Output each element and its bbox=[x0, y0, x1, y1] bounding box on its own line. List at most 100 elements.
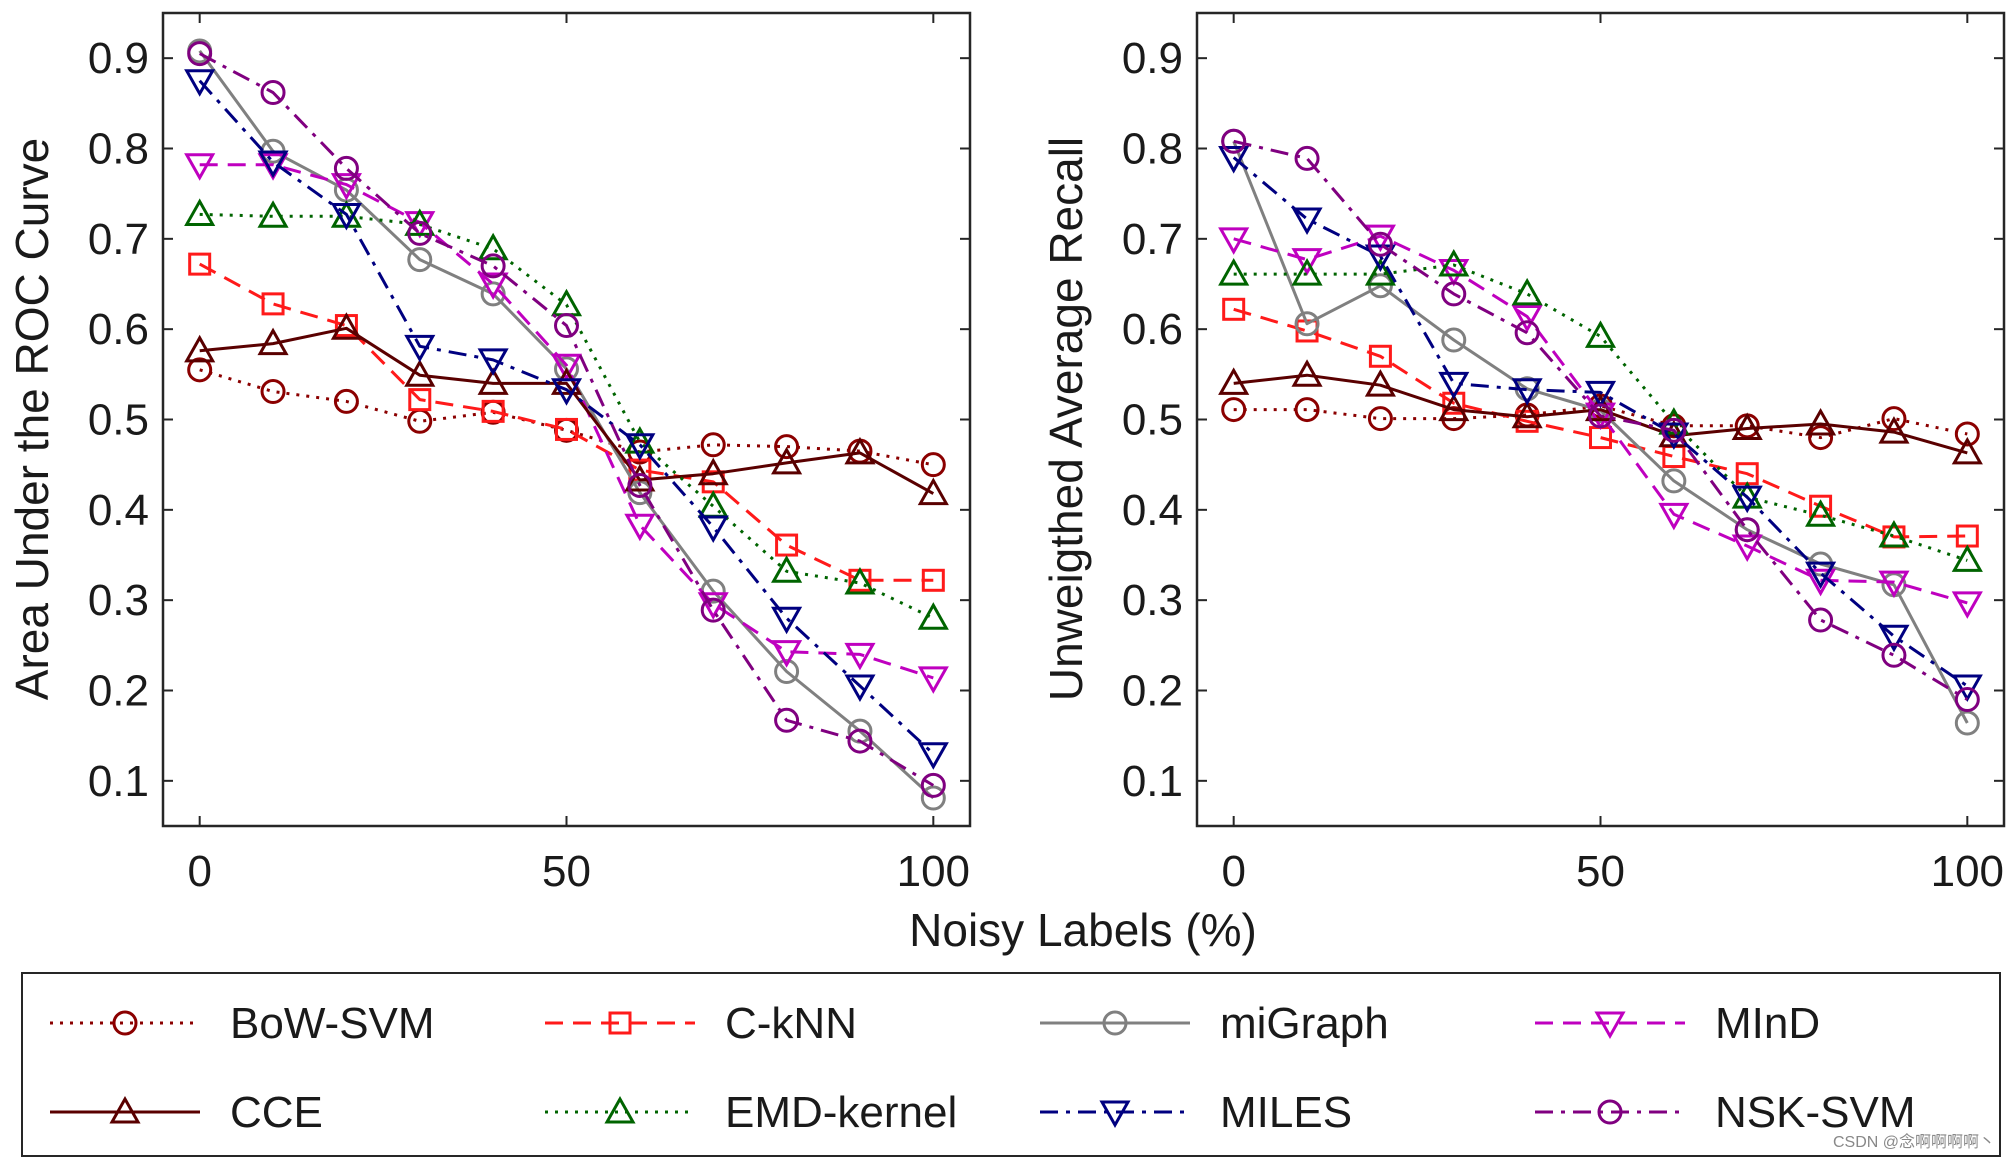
left-point-nsk-svm bbox=[407, 220, 433, 246]
right-point-miles bbox=[1731, 485, 1763, 514]
left-y-tick-label: 0.2 bbox=[88, 667, 149, 716]
legend-marker-emd-kernel bbox=[604, 1095, 636, 1124]
right-point-cce bbox=[1731, 412, 1763, 441]
left-point-miles bbox=[477, 348, 509, 376]
left-y-tick-label: 0.9 bbox=[88, 34, 149, 83]
right-point-nsk-svm bbox=[1881, 642, 1907, 668]
left-series-layer bbox=[184, 38, 949, 811]
right-x-tick-label: 100 bbox=[1931, 847, 2004, 896]
legend-marker-nsk-svm bbox=[1597, 1099, 1623, 1125]
right-series-line-bow-svm bbox=[1233, 404, 1968, 440]
legend-label-nsk-svm: NSK-SVM bbox=[1715, 1088, 1915, 1137]
right-point-c-knn bbox=[1809, 494, 1833, 518]
right-point-nsk-svm bbox=[1808, 607, 1834, 633]
left-y-tick-label: 0.7 bbox=[88, 215, 149, 264]
right-point-cce bbox=[1878, 416, 1910, 444]
left-point-nsk-svm bbox=[187, 41, 213, 67]
left-x-tick-label: 0 bbox=[187, 847, 211, 896]
right-point-cce bbox=[1218, 367, 1250, 395]
right-point-mind bbox=[1951, 591, 1983, 619]
left-point-nsk-svm bbox=[627, 472, 653, 498]
left-point-miles bbox=[697, 515, 729, 544]
right-y-tick-label: 0.7 bbox=[1122, 215, 1183, 264]
right-x-tick-label: 50 bbox=[1576, 847, 1625, 896]
left-point-cce bbox=[697, 457, 729, 486]
left-point-emd-kernel bbox=[184, 198, 216, 226]
left-point-c-knn bbox=[261, 292, 285, 316]
right-point-cce bbox=[1511, 400, 1543, 429]
right-point-miles bbox=[1364, 244, 1396, 273]
right-point-emd-kernel bbox=[1805, 499, 1837, 527]
right-point-miles bbox=[1511, 378, 1543, 406]
legend-items: BoW-SVM C-kNN miGraph MInD CCE EMD-kernel MILE… bbox=[50, 999, 1915, 1137]
left-point-nsk-svm bbox=[554, 313, 579, 339]
right-point-mind bbox=[1438, 258, 1470, 287]
left-point-miles bbox=[257, 150, 289, 179]
left-point-nsk-svm bbox=[480, 253, 506, 279]
right-point-miles bbox=[1805, 561, 1837, 590]
left-y-tick-label: 0.1 bbox=[88, 757, 149, 806]
left-series-line-miles bbox=[198, 79, 935, 755]
left-plot-panel: 0 50 100 0.1 0.2 0.3 0.4 0.5 0.6 0.7 0.8 0.9 Area U… bbox=[6, 11, 972, 896]
left-point-cce bbox=[257, 327, 289, 356]
legend-label-emd-kernel: EMD-kernel bbox=[725, 1088, 957, 1137]
left-point-cce bbox=[771, 446, 803, 475]
right-y-tick-label: 0.4 bbox=[1122, 486, 1183, 535]
right-point-mind bbox=[1291, 248, 1323, 276]
legend-label-miles: MILES bbox=[1220, 1088, 1352, 1137]
right-series-line-nsk-svm bbox=[1233, 139, 1969, 701]
right-point-cce bbox=[1438, 393, 1470, 422]
legend-box bbox=[21, 972, 2001, 1157]
right-y-tick-label: 0.8 bbox=[1122, 125, 1183, 174]
left-point-miles bbox=[330, 202, 362, 231]
legend-marker-cce bbox=[109, 1095, 141, 1124]
left-point-miles bbox=[404, 334, 436, 363]
right-point-bow-svm bbox=[1954, 421, 1980, 447]
left-point-miles bbox=[917, 742, 949, 770]
right-series-line-emd-kernel bbox=[1233, 263, 1968, 562]
right-plot-panel: 0 50 100 0.1 0.2 0.3 0.4 0.5 0.6 0.7 0.8 0.9 Unweig… bbox=[1040, 11, 2006, 896]
right-point-emd-kernel bbox=[1218, 258, 1250, 286]
right-point-emd-kernel bbox=[1364, 258, 1396, 286]
left-series-line-c-knn bbox=[198, 262, 934, 582]
right-series-line-mind bbox=[1233, 234, 1968, 605]
left-point-migraph bbox=[774, 659, 800, 685]
right-y-tick-label: 0.5 bbox=[1122, 396, 1183, 445]
right-point-nsk-svm bbox=[1514, 320, 1540, 346]
left-point-cce bbox=[844, 436, 876, 465]
right-point-c-knn bbox=[1222, 297, 1246, 321]
left-point-bow-svm bbox=[700, 432, 726, 458]
left-series-line-migraph bbox=[198, 50, 935, 800]
left-point-cce bbox=[404, 359, 436, 387]
right-point-nsk-svm bbox=[1221, 128, 1247, 154]
left-point-emd-kernel bbox=[917, 602, 949, 630]
left-point-mind bbox=[550, 353, 583, 382]
left-x-tick-label: 50 bbox=[542, 847, 591, 896]
left-ticks-layer: 0 50 100 0.1 0.2 0.3 0.4 0.5 0.6 0.7 0.8 0.9 bbox=[88, 13, 970, 896]
right-point-miles bbox=[1951, 674, 1983, 703]
left-point-c-knn bbox=[481, 399, 505, 423]
left-series-line-nsk-svm bbox=[198, 52, 935, 787]
legend-label-migraph: miGraph bbox=[1220, 999, 1389, 1048]
right-point-miles bbox=[1218, 146, 1250, 174]
right-point-bow-svm bbox=[1881, 406, 1907, 432]
left-point-nsk-svm bbox=[847, 728, 873, 754]
right-point-c-knn bbox=[1442, 391, 1466, 415]
right-point-emd-kernel bbox=[1511, 277, 1543, 306]
left-point-bow-svm bbox=[774, 434, 800, 460]
left-point-miles bbox=[624, 433, 656, 461]
right-point-miles bbox=[1658, 422, 1690, 451]
right-point-nsk-svm bbox=[1734, 517, 1760, 543]
right-series-line-cce bbox=[1233, 373, 1968, 455]
left-y-tick-label: 0.4 bbox=[88, 486, 149, 535]
left-point-nsk-svm bbox=[774, 707, 800, 733]
left-point-miles bbox=[184, 69, 216, 97]
right-point-migraph bbox=[1367, 273, 1393, 299]
left-point-c-knn bbox=[188, 252, 212, 276]
legend-marker-c-knn bbox=[608, 1011, 632, 1035]
legend-label-bow-svm: BoW-SVM bbox=[230, 999, 435, 1048]
right-point-bow-svm bbox=[1367, 406, 1393, 432]
left-point-cce bbox=[184, 334, 216, 363]
left-y-tick-label: 0.6 bbox=[88, 305, 149, 354]
right-point-migraph bbox=[1661, 468, 1687, 494]
